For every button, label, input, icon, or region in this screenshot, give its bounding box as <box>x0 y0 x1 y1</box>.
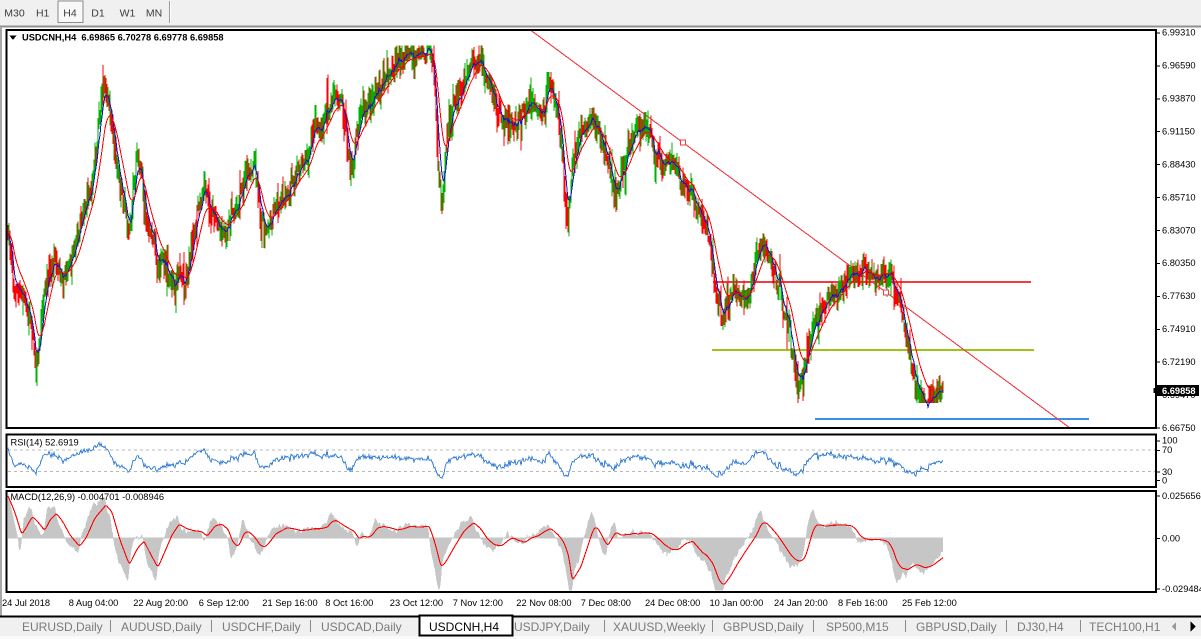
svg-text:RSI(14) 52.6919: RSI(14) 52.6919 <box>11 438 79 448</box>
svg-text:GBPUSD,Daily: GBPUSD,Daily <box>723 620 804 634</box>
svg-text:8 Aug 04:00: 8 Aug 04:00 <box>69 598 119 608</box>
svg-text:23 Oct 12:00: 23 Oct 12:00 <box>390 598 443 608</box>
svg-text:6.88430: 6.88430 <box>1162 159 1196 169</box>
svg-text:USDCNH,H4: USDCNH,H4 <box>429 620 499 634</box>
svg-text:0: 0 <box>1162 476 1167 486</box>
svg-text:USDCNH,H4 6.69865 6.70278 6.6: USDCNH,H4 6.69865 6.70278 6.69778 6.6985… <box>22 33 224 43</box>
svg-text:M30: M30 <box>4 8 25 20</box>
svg-text:USDCHF,Daily: USDCHF,Daily <box>222 620 301 634</box>
svg-text:W1: W1 <box>120 8 136 20</box>
svg-text:21 Sep 16:00: 21 Sep 16:00 <box>262 598 317 608</box>
svg-text:6.96590: 6.96590 <box>1162 61 1196 71</box>
svg-text:8 Feb 16:00: 8 Feb 16:00 <box>838 598 888 608</box>
svg-text:6.69858: 6.69858 <box>1162 386 1196 396</box>
svg-text:6.93870: 6.93870 <box>1162 94 1196 104</box>
svg-text:GBPUSD,Daily: GBPUSD,Daily <box>916 620 997 634</box>
svg-text:D1: D1 <box>91 8 105 20</box>
svg-text:XAUUSD,Weekly: XAUUSD,Weekly <box>613 620 705 634</box>
svg-text:USDCAD,Daily: USDCAD,Daily <box>321 620 402 634</box>
svg-text:100: 100 <box>1162 436 1178 446</box>
svg-text:EURUSD,Daily: EURUSD,Daily <box>22 620 103 634</box>
svg-text:USDJPY,Daily: USDJPY,Daily <box>514 620 590 634</box>
svg-text:6.77630: 6.77630 <box>1162 291 1196 301</box>
svg-text:6.80350: 6.80350 <box>1162 258 1196 268</box>
svg-text:6.83070: 6.83070 <box>1162 225 1196 235</box>
svg-text:7 Nov 12:00: 7 Nov 12:00 <box>453 598 503 608</box>
svg-text:6 Sep 12:00: 6 Sep 12:00 <box>199 598 249 608</box>
svg-text:70: 70 <box>1162 445 1172 455</box>
svg-text:DJ30,H4: DJ30,H4 <box>1017 620 1064 634</box>
svg-text:-0.029484: -0.029484 <box>1162 584 1201 594</box>
svg-text:24 Jan 20:00: 24 Jan 20:00 <box>774 598 828 608</box>
svg-text:22 Aug 20:00: 22 Aug 20:00 <box>133 598 188 608</box>
svg-text:25 Feb 12:00: 25 Feb 12:00 <box>902 598 957 608</box>
svg-text:22 Nov 08:00: 22 Nov 08:00 <box>516 598 571 608</box>
svg-text:6.74910: 6.74910 <box>1162 324 1196 334</box>
svg-text:SP500,M15: SP500,M15 <box>826 620 889 634</box>
svg-text:MACD(12,26,9) -0.004701 -0.008: MACD(12,26,9) -0.004701 -0.008946 <box>11 492 165 502</box>
svg-text:6.91150: 6.91150 <box>1162 127 1195 137</box>
svg-text:30: 30 <box>1162 467 1172 477</box>
svg-text:0.00: 0.00 <box>1162 533 1180 543</box>
svg-text:6.66750: 6.66750 <box>1162 423 1196 433</box>
svg-text:H1: H1 <box>36 8 50 20</box>
svg-text:MN: MN <box>146 8 162 20</box>
svg-text:H4: H4 <box>63 8 77 20</box>
svg-text:6.99310: 6.99310 <box>1162 28 1196 38</box>
svg-text:24 Jul 2018: 24 Jul 2018 <box>2 598 50 608</box>
svg-text:0.025656: 0.025656 <box>1162 491 1201 501</box>
svg-text:6.85710: 6.85710 <box>1162 192 1196 202</box>
svg-text:24 Dec 08:00: 24 Dec 08:00 <box>645 598 700 608</box>
svg-text:AUDUSD,Daily: AUDUSD,Daily <box>121 620 202 634</box>
svg-text:6.72190: 6.72190 <box>1162 357 1196 367</box>
svg-text:8 Oct 16:00: 8 Oct 16:00 <box>325 598 373 608</box>
svg-text:7 Dec 08:00: 7 Dec 08:00 <box>581 598 631 608</box>
svg-text:TECH100,H1: TECH100,H1 <box>1089 620 1161 634</box>
svg-text:10 Jan 00:00: 10 Jan 00:00 <box>710 598 764 608</box>
